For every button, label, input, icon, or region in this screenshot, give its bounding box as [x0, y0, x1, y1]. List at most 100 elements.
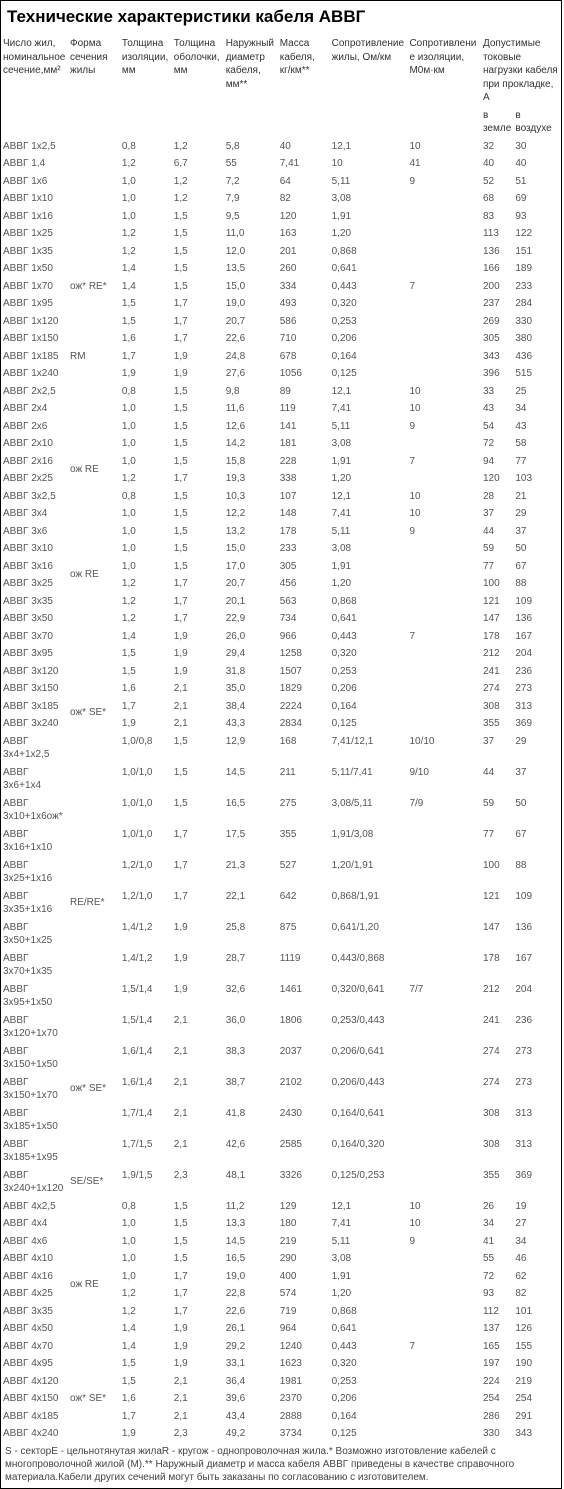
- cell-name: АВВГ 2х6: [1, 418, 68, 436]
- cell-value: 1,5: [172, 400, 224, 418]
- cell-value: 0,253/0,443: [330, 1012, 408, 1043]
- cell-value: 563: [278, 593, 330, 611]
- cell-value: 1,5: [172, 418, 224, 436]
- cell-value: 122: [513, 225, 561, 243]
- cell-value: 212: [481, 645, 513, 663]
- cell-value: 0,125: [330, 715, 408, 733]
- cell-value: 37: [513, 764, 561, 795]
- cell-value: 166: [481, 260, 513, 278]
- cell-value: 274: [481, 1074, 513, 1105]
- cell-value: 1,2: [120, 470, 172, 488]
- cell-value: 313: [513, 1136, 561, 1167]
- cell-value: 0,443/0,868: [330, 950, 408, 981]
- cell-value: 34: [513, 400, 561, 418]
- cell-value: 0,206/0,641: [330, 1043, 408, 1074]
- cell-value: 586: [278, 313, 330, 331]
- cell-value: 55: [481, 1250, 513, 1268]
- cell-value: 254: [513, 1390, 561, 1408]
- cell-value: 1,6/1,4: [120, 1043, 172, 1074]
- cell-value: 1,20: [330, 470, 408, 488]
- cell-name: АВВГ 4х150: [1, 1390, 68, 1408]
- cell-value: 3734: [278, 1425, 330, 1443]
- cell-value: 1,5: [172, 1215, 224, 1233]
- cell-value: 1,0: [120, 400, 172, 418]
- cell-value: [407, 470, 481, 488]
- cell-value: 436: [513, 348, 561, 366]
- cell-value: 7: [407, 1338, 481, 1356]
- cell-value: 39,6: [224, 1390, 278, 1408]
- cell-shape: [68, 418, 120, 436]
- cell-name: АВВГ 4х240: [1, 1425, 68, 1443]
- cell-value: 241: [481, 663, 513, 681]
- cell-value: 136: [481, 243, 513, 261]
- cell-value: [407, 1043, 481, 1074]
- cell-value: 17,0: [224, 558, 278, 576]
- cell-value: 290: [278, 1250, 330, 1268]
- cell-value: 3,08: [330, 190, 408, 208]
- th-sheath: Толщина оболочки, мм: [172, 35, 224, 138]
- cell-value: 0,164: [330, 698, 408, 716]
- cell-name: АВВГ 1х35: [1, 243, 68, 261]
- cell-value: 41: [481, 1233, 513, 1251]
- cell-value: 137: [481, 1320, 513, 1338]
- cell-value: 527: [278, 857, 330, 888]
- cell-value: 1,7: [120, 1408, 172, 1426]
- cell-value: [407, 1408, 481, 1426]
- cell-value: 34: [513, 1233, 561, 1251]
- table-row: АВВГ 3х120+1х70ож* SE*1,5/1,42,136,01806…: [1, 1012, 561, 1043]
- cell-value: 72: [481, 435, 513, 453]
- cell-value: 0,641: [330, 610, 408, 628]
- cell-value: 2370: [278, 1390, 330, 1408]
- table-row: АВВГ 1,41,26,7557,4110414040: [1, 155, 561, 173]
- cell-value: 1,5: [172, 225, 224, 243]
- cell-value: 0,164: [330, 348, 408, 366]
- cell-value: 0,868: [330, 243, 408, 261]
- cell-value: 12,2: [224, 505, 278, 523]
- cell-value: 1,4: [120, 628, 172, 646]
- cell-shape: ож* SE*: [68, 1355, 120, 1443]
- cell-value: 330: [513, 313, 561, 331]
- cell-value: 37: [481, 733, 513, 764]
- cell-value: 1,7: [172, 610, 224, 628]
- cell-value: 0,641: [330, 260, 408, 278]
- cell-value: 14,5: [224, 1233, 278, 1251]
- cell-value: 77: [481, 826, 513, 857]
- cell-value: 1,4/1,2: [120, 919, 172, 950]
- cell-value: 678: [278, 348, 330, 366]
- cell-value: [407, 365, 481, 383]
- cell-name: АВВГ 3х95: [1, 645, 68, 663]
- cell-value: 313: [513, 1105, 561, 1136]
- cell-value: 13,3: [224, 1215, 278, 1233]
- cell-value: 1,9: [120, 365, 172, 383]
- cell-value: 26,1: [224, 1320, 278, 1338]
- cell-value: 642: [278, 888, 330, 919]
- cell-value: 1,9: [172, 365, 224, 383]
- cell-value: 136: [513, 919, 561, 950]
- cell-value: 1,5: [172, 733, 224, 764]
- cell-value: 22,9: [224, 610, 278, 628]
- cell-name: АВВГ 1х240: [1, 365, 68, 383]
- cell-value: 330: [481, 1425, 513, 1443]
- table-row: АВВГ 4х10ож RE1,01,516,52903,085546: [1, 1250, 561, 1268]
- cell-value: 396: [481, 365, 513, 383]
- cell-value: 2,3: [172, 1167, 224, 1198]
- cell-value: 964: [278, 1320, 330, 1338]
- cell-value: 1,7: [172, 470, 224, 488]
- cell-name: АВВГ 2х2,5: [1, 383, 68, 401]
- cell-value: 0,320: [330, 295, 408, 313]
- cell-name: АВВГ 1х70: [1, 278, 68, 296]
- cell-value: 38,3: [224, 1043, 278, 1074]
- cell-value: 10: [407, 505, 481, 523]
- cell-value: [407, 330, 481, 348]
- cell-name: АВВГ 2х25: [1, 470, 68, 488]
- cell-value: 1240: [278, 1338, 330, 1356]
- cell-value: 2,1: [172, 1074, 224, 1105]
- cell-value: 167: [513, 950, 561, 981]
- cell-value: [407, 1285, 481, 1303]
- cell-value: 224: [481, 1373, 513, 1391]
- cell-value: 121: [481, 888, 513, 919]
- cell-value: 286: [481, 1408, 513, 1426]
- cell-value: 197: [481, 1355, 513, 1373]
- cell-name: АВВГ 1,4: [1, 155, 68, 173]
- cell-value: 36,4: [224, 1373, 278, 1391]
